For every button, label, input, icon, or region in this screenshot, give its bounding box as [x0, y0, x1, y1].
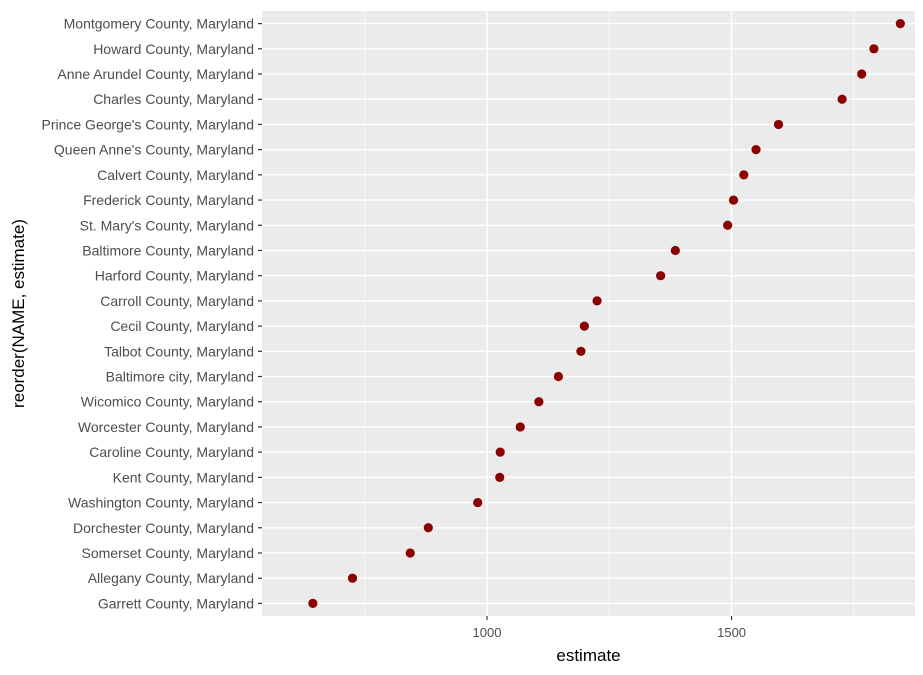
y-tick-label: Worcester County, Maryland — [78, 419, 254, 435]
y-tick-label: Wicomico County, Maryland — [81, 394, 254, 410]
data-point — [495, 472, 505, 482]
x-tick-label: 1500 — [717, 625, 746, 640]
data-point — [773, 119, 784, 130]
y-tick-label: Frederick County, Maryland — [83, 192, 254, 208]
y-tick-label: Calvert County, Maryland — [97, 167, 254, 183]
y-tick-label: Kent County, Maryland — [113, 469, 254, 485]
y-tick-label: St. Mary's County, Maryland — [80, 217, 254, 233]
data-point — [869, 44, 879, 54]
y-tick-label: Somerset County, Maryland — [82, 545, 254, 561]
data-point — [515, 422, 525, 432]
y-tick-label: Howard County, Maryland — [93, 41, 254, 57]
data-point — [857, 69, 867, 79]
y-tick-label: Dorchester County, Maryland — [73, 520, 254, 536]
y-tick-label: Charles County, Maryland — [93, 91, 254, 107]
data-point — [347, 573, 358, 583]
grid-lines — [262, 11, 915, 616]
data-point — [670, 245, 680, 256]
x-axis: 1000 1500 — [473, 616, 746, 640]
data-point — [592, 296, 602, 306]
x-axis-title: estimate — [556, 646, 620, 665]
data-point — [405, 548, 415, 558]
y-tick-label: Talbot County, Maryland — [104, 343, 254, 359]
data-point — [534, 397, 544, 407]
y-tick-label: Prince George's County, Maryland — [41, 116, 254, 132]
data-point — [723, 220, 733, 230]
plot-panel — [262, 11, 915, 616]
y-axis: Garrett County, Maryland Allegany County,… — [41, 16, 262, 611]
data-point — [579, 321, 589, 331]
y-tick-label: Cecil County, Maryland — [110, 318, 254, 334]
data-point — [423, 523, 433, 533]
y-tick-label: Allegany County, Maryland — [88, 570, 254, 586]
data-points — [308, 19, 905, 608]
data-point — [308, 598, 318, 608]
data-point — [728, 195, 739, 205]
data-point — [739, 170, 749, 180]
data-point — [495, 447, 505, 457]
data-point — [656, 271, 666, 281]
y-tick-label: Caroline County, Maryland — [89, 444, 254, 460]
data-point — [473, 497, 483, 508]
data-point — [837, 94, 847, 104]
y-tick-label: Washington County, Maryland — [68, 495, 254, 511]
y-tick-label: Queen Anne's County, Maryland — [54, 142, 254, 158]
x-tick-label: 1000 — [473, 625, 502, 640]
y-axis-title: reorder(NAME, estimate) — [9, 219, 28, 408]
y-tick-label: Harford County, Maryland — [95, 268, 254, 284]
y-tick-label: Garrett County, Maryland — [98, 595, 254, 611]
y-tick-label: Montgomery County, Maryland — [64, 16, 254, 32]
data-point — [576, 346, 586, 356]
y-tick-label: Baltimore County, Maryland — [82, 242, 254, 258]
data-point — [895, 19, 905, 29]
data-point — [553, 371, 564, 382]
y-tick-label: Carroll County, Maryland — [100, 293, 254, 309]
y-tick-label: Baltimore city, Maryland — [106, 369, 254, 385]
data-point — [751, 145, 761, 155]
y-tick-label: Anne Arundel County, Maryland — [57, 66, 254, 82]
